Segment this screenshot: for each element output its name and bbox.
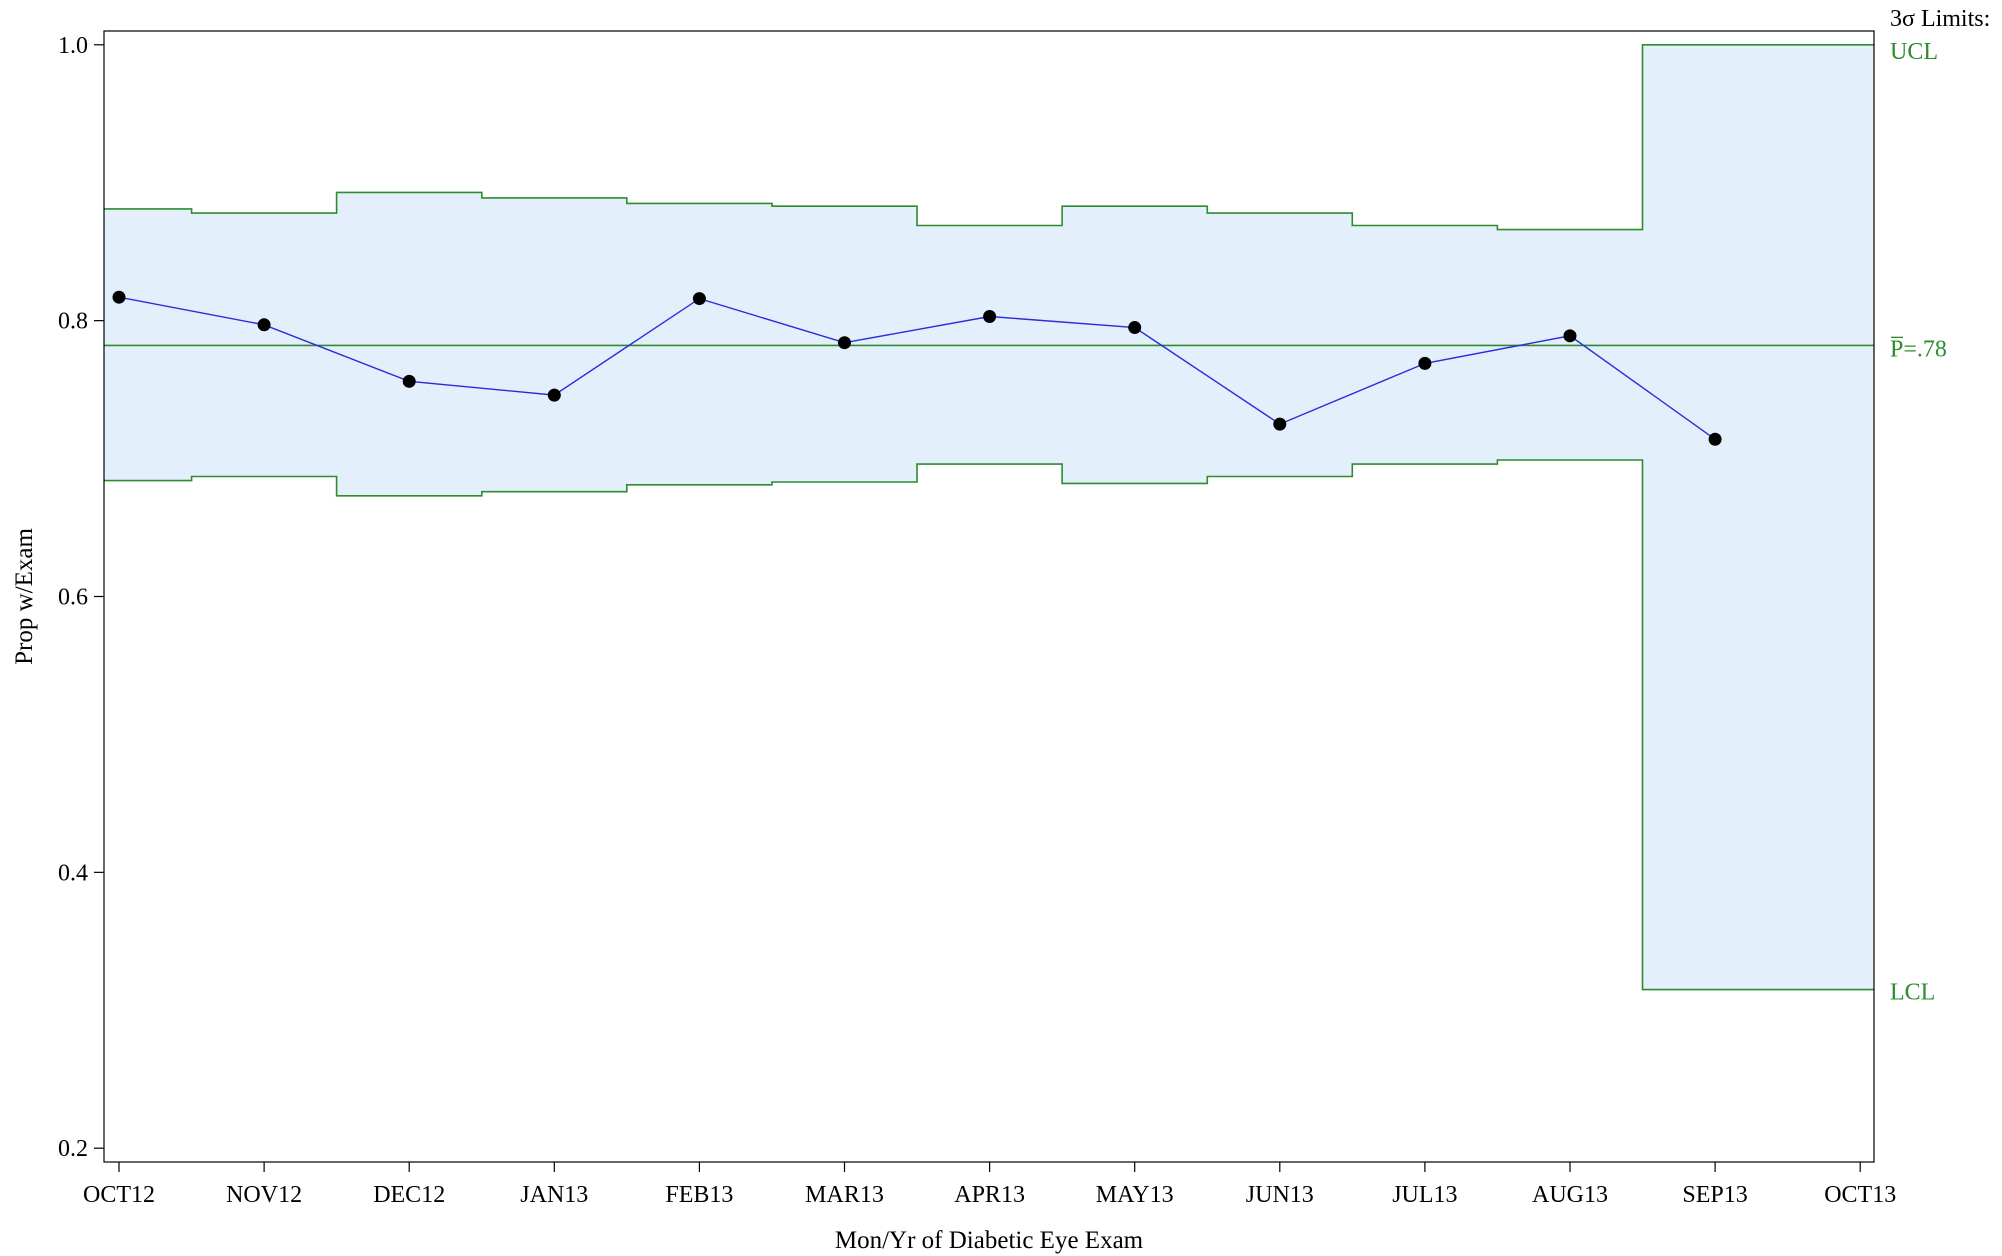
center-line-label: P̅=.78 [1890,336,1947,362]
x-tick-label: JUL13 [1392,1182,1457,1208]
y-tick-label: 0.8 [58,309,88,335]
x-tick-label: NOV12 [226,1182,302,1208]
x-tick-label: JAN13 [520,1182,588,1208]
x-tick-label: MAY13 [1096,1182,1174,1208]
proportion-series [112,290,1722,446]
data-point-sep13 [1708,432,1722,446]
ucl-line [104,44,1874,231]
x-tick-label: AUG13 [1532,1182,1608,1208]
x-axis: OCT12 NOV12 DEC12 JAN13 FEB13 MAR13 APR13 MAY13… [83,1162,1896,1208]
lcl-line [104,459,1874,991]
x-axis-title: Mon/Yr of Diabetic Eye Exam [835,1227,1144,1254]
x-tick-label: DEC12 [373,1182,445,1208]
x-tick-label: JUN13 [1246,1182,1314,1208]
data-point-may13 [1128,321,1142,335]
x-tick-label: OCT12 [83,1182,155,1208]
data-point-jun13 [1273,417,1287,431]
y-tick-label: 1.0 [58,33,88,59]
data-point-oct12 [112,290,126,304]
x-tick-label: FEB13 [665,1182,733,1208]
ucl-label: UCL [1890,39,1938,65]
data-point-mar13 [838,336,851,350]
y-axis-title: Prop w/Exam [11,528,38,665]
x-tick-label: MAR13 [805,1182,884,1208]
x-tick-label: APR13 [954,1182,1025,1208]
control-limit-lines [104,44,1874,991]
x-tick-label: SEP13 [1682,1182,1747,1208]
limit-band-area [104,44,1874,990]
data-point-apr13 [983,310,997,324]
y-axis: 0.2 0.4 0.6 0.8 1.0 [58,33,104,1162]
series-line [118,296,1716,440]
data-point-aug13 [1563,329,1577,343]
data-point-nov12 [257,318,271,332]
data-point-dec12 [402,374,416,388]
limits-heading: 3σ Limits: [1890,6,1990,32]
y-tick-label: 0.6 [58,585,88,611]
y-tick-label: 0.2 [58,1136,88,1162]
x-tick-label: OCT13 [1824,1182,1896,1208]
y-tick-label: 0.4 [58,860,88,886]
control-limit-band [104,44,1874,990]
data-point-feb13 [692,292,706,306]
data-point-jan13 [547,388,561,402]
lcl-label: LCL [1890,980,1935,1006]
data-point-jul13 [1418,356,1432,370]
